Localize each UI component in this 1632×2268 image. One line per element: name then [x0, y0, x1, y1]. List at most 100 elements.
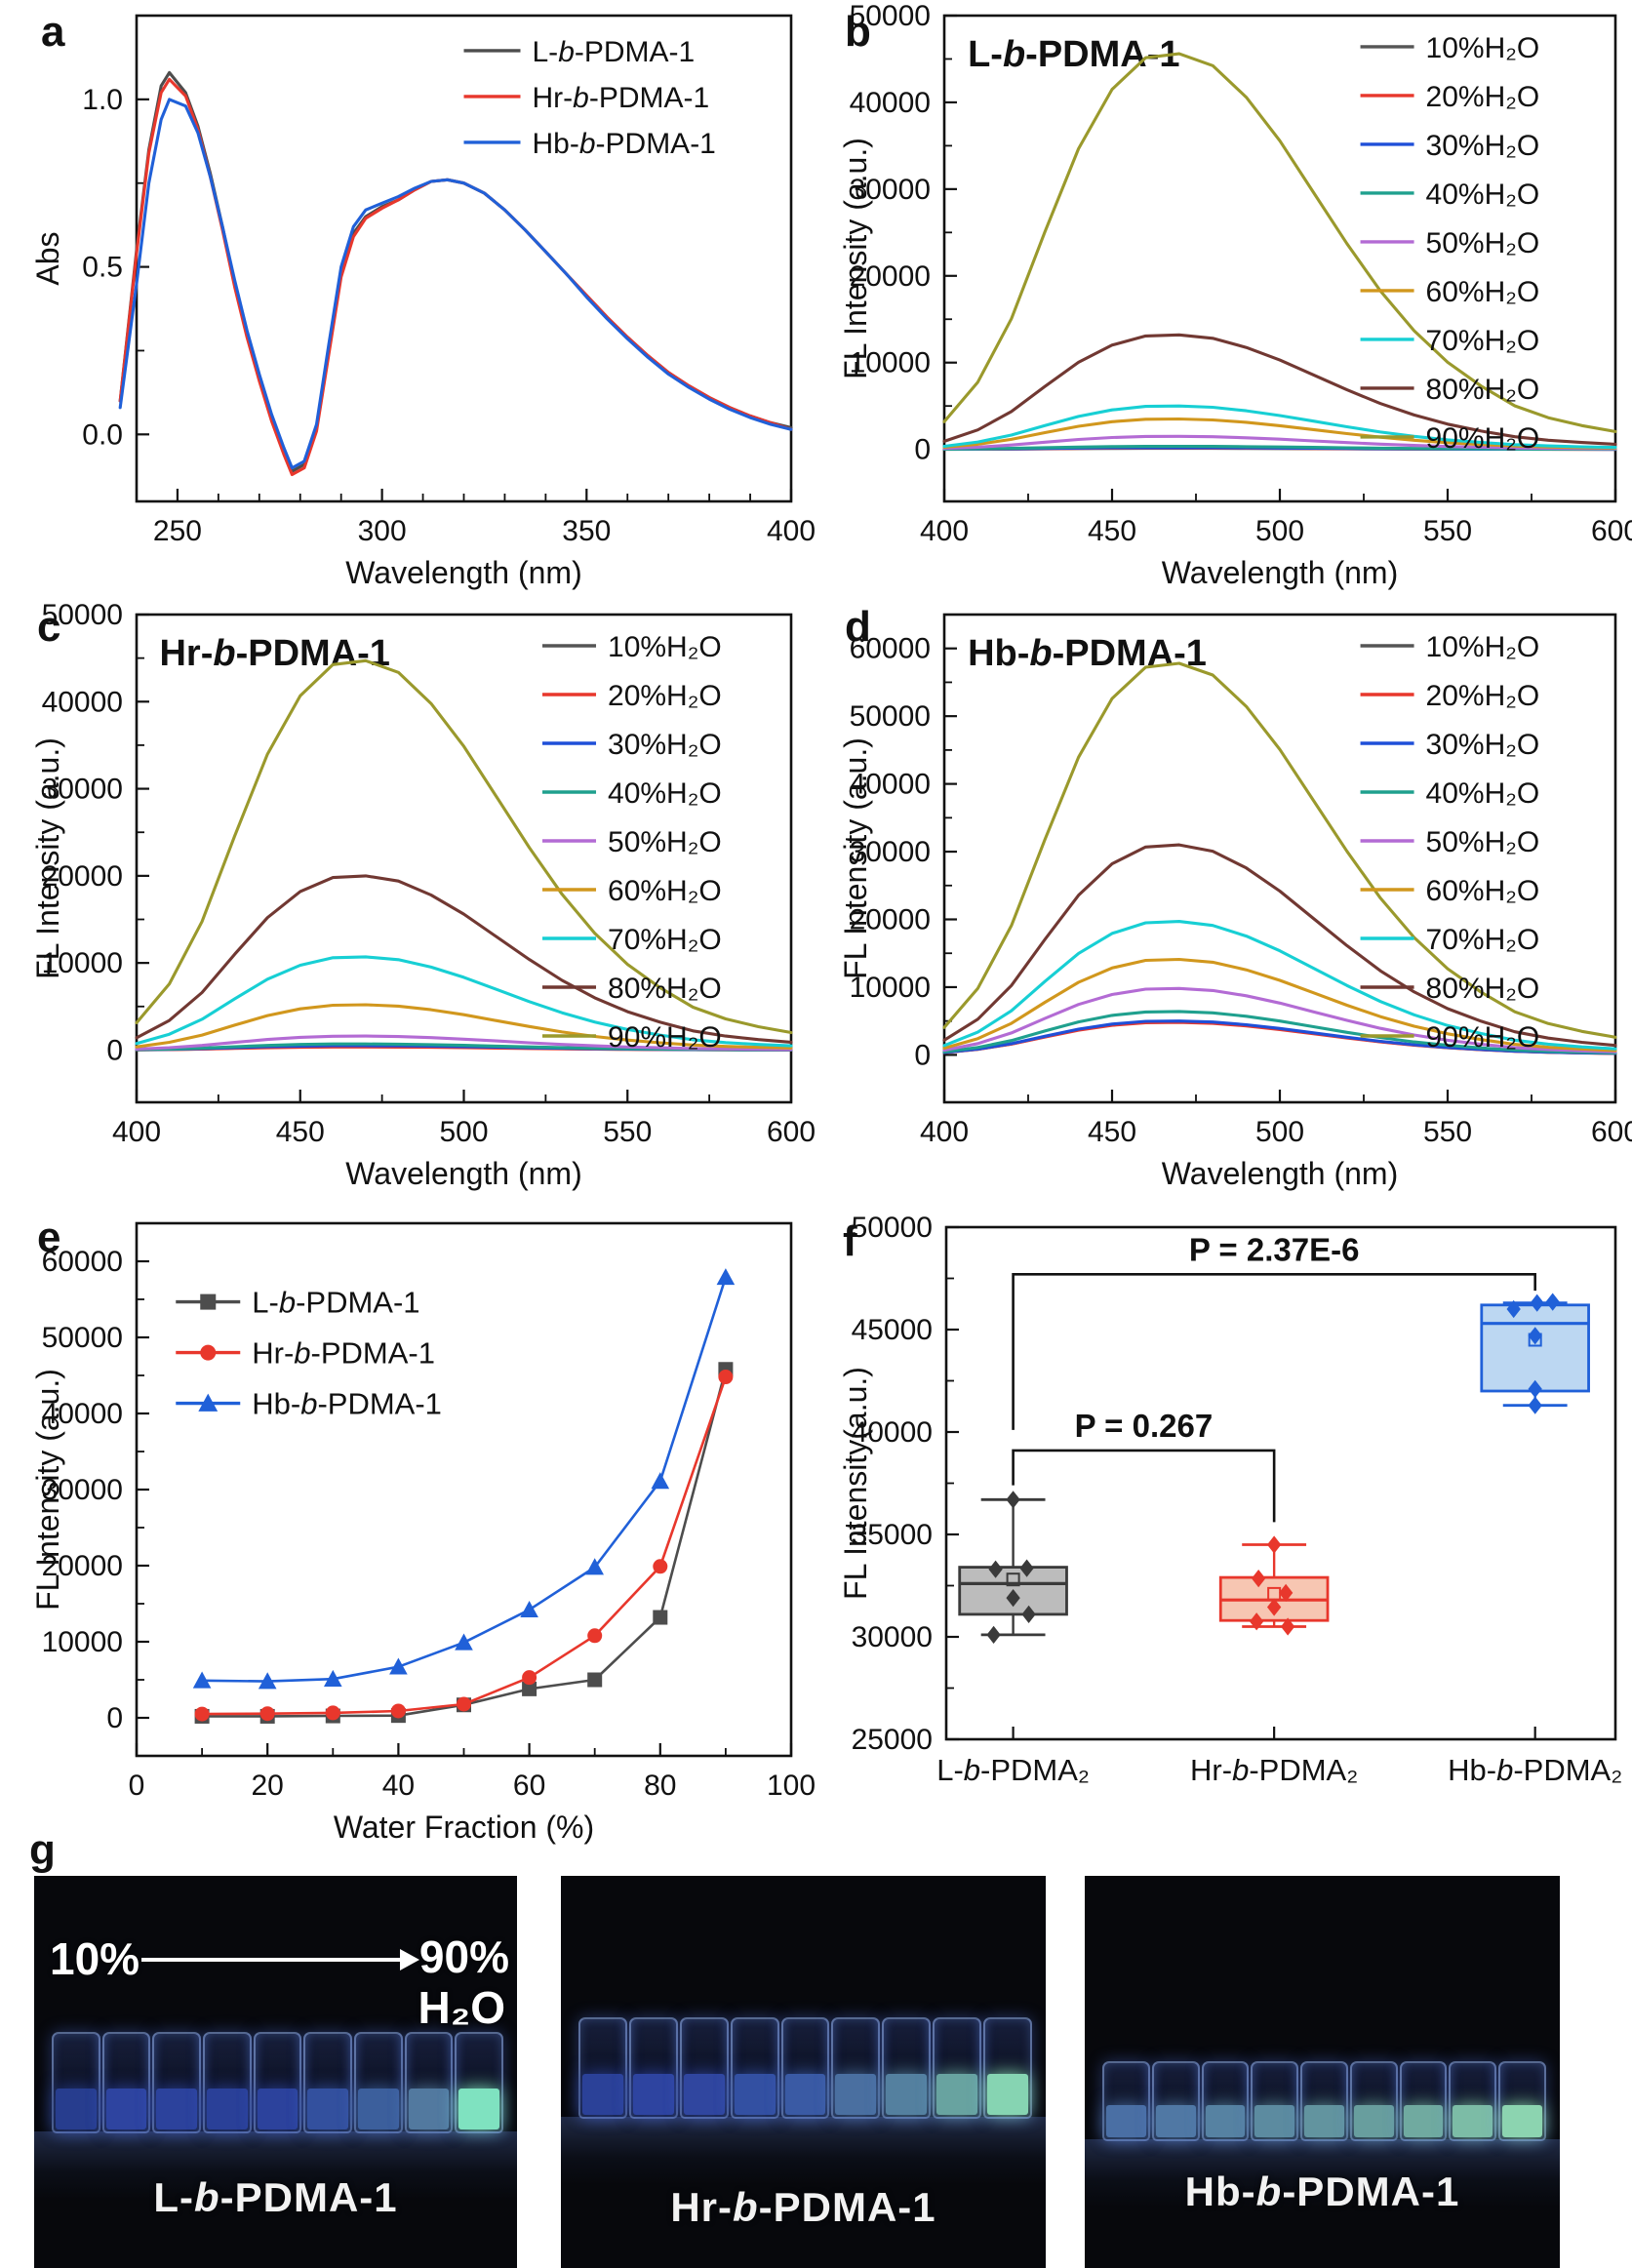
- sample-vial: [1201, 2061, 1250, 2141]
- y-tick-label: 10000: [42, 1626, 123, 1658]
- panel-letter-d: d: [845, 603, 871, 651]
- vial-liquid: [207, 2089, 248, 2129]
- y-tick-label: 25000: [852, 1724, 933, 1756]
- legend-label: 30%H₂O: [608, 729, 722, 761]
- chart-boxplot-fl-intensity: 25000 30000 35000 40000 45000 50000 FL Intensi…: [838, 1212, 1622, 1787]
- vial-liquid: [56, 2089, 97, 2129]
- y-tick-label: 10000: [850, 972, 931, 1004]
- y-tick-label: 40000: [852, 1416, 933, 1449]
- sample-vial: [1300, 2061, 1348, 2141]
- legend-label: 20%H₂O: [608, 680, 722, 712]
- y-tick-label: 1.0: [82, 84, 123, 116]
- legend-label: 10%H₂O: [1426, 32, 1540, 64]
- y-tick-label: 60000: [42, 1246, 123, 1278]
- y-tick-label: 40000: [42, 686, 123, 718]
- legend-label: 20%H₂O: [1426, 81, 1540, 113]
- chart-absorbance-spectra: 0.0 0.5 1.0 250 300 350 400 Wavelength (nm) Abs L…: [30, 14, 816, 590]
- sample-vial: [203, 2032, 252, 2133]
- chart-title: Hr-b-PDMA-1: [159, 633, 389, 674]
- legend-label: 10%H₂O: [608, 631, 722, 663]
- vial-liquid: [784, 2074, 826, 2115]
- y-tick-label: 20000: [42, 1550, 123, 1582]
- legend-label: L-b-PDMA-1: [252, 1286, 419, 1320]
- x-tick-label: 550: [603, 1116, 652, 1148]
- y-tick-label: 0.0: [82, 418, 123, 451]
- y-tick-label: 30000: [850, 836, 931, 868]
- gradient-arrow: [141, 1958, 402, 1962]
- vial-liquid: [1403, 2105, 1444, 2137]
- y-axis-label: Abs: [30, 231, 65, 285]
- sample-vial: [679, 2017, 729, 2119]
- y-tick-label: 30000: [42, 774, 123, 806]
- vial-reflection: [561, 2117, 1046, 2185]
- legend-label: 60%H₂O: [1426, 875, 1540, 907]
- y-tick-label: 20000: [850, 904, 931, 936]
- legend-label: 80%H₂O: [1426, 374, 1540, 406]
- legend-label: 70%H₂O: [1426, 325, 1540, 357]
- x-tick-label: 500: [1255, 515, 1304, 547]
- vial-liquid: [1254, 2105, 1295, 2137]
- panel-letter-f: f: [843, 1217, 857, 1265]
- sample-vial: [1349, 2061, 1398, 2141]
- sample-vial: [152, 2032, 201, 2133]
- panel-letter-a: a: [41, 8, 65, 56]
- vial-liquid: [734, 2074, 776, 2115]
- x-tick-label: 60: [513, 1770, 545, 1802]
- box-category-label: L-b-PDMA₂: [936, 1753, 1090, 1787]
- vial-liquid: [835, 2074, 877, 2115]
- uv-photo: Hr-b-PDMA-1: [561, 1876, 1046, 2268]
- panel-letter-b: b: [845, 8, 871, 56]
- legend-label: 90%H₂O: [1426, 422, 1540, 455]
- vial-liquid: [1353, 2105, 1394, 2137]
- y-tick-label: 30000: [850, 174, 931, 206]
- vial-liquid: [987, 2074, 1028, 2115]
- legend-label: 80%H₂O: [608, 973, 722, 1005]
- sample-vial: [303, 2032, 352, 2133]
- legend-label: Hb-b-PDMA-1: [533, 128, 716, 160]
- x-tick-label: 550: [1423, 1116, 1472, 1148]
- legend-label: 70%H₂O: [1426, 924, 1540, 956]
- sample-vial: [1449, 2061, 1497, 2141]
- photo-sample-label: Hb-b-PDMA-1: [1184, 2169, 1460, 2214]
- y-tick-label: 45000: [852, 1314, 933, 1346]
- chart-fl-vs-water-fraction: 0 10000 20000 30000 40000 50000 60000 0 20 40 60 80…: [30, 1221, 816, 1845]
- vial-liquid: [1106, 2105, 1146, 2137]
- x-tick-label: 600: [1591, 1116, 1632, 1148]
- x-tick-label: 250: [153, 515, 202, 547]
- legend-label: 50%H₂O: [608, 826, 722, 858]
- y-tick-label: 60000: [850, 633, 931, 665]
- vial-liquid: [582, 2074, 623, 2115]
- sample-vial: [983, 2017, 1032, 2119]
- x-tick-label: 20: [252, 1770, 284, 1802]
- sample-vial: [1102, 2061, 1150, 2141]
- x-tick-label: 400: [920, 515, 969, 547]
- panel-letter-c: c: [37, 603, 61, 651]
- legend-label: 40%H₂O: [608, 777, 722, 810]
- x-tick-label: 400: [767, 515, 816, 547]
- x-tick-label: 450: [1088, 515, 1136, 547]
- y-tick-label: 20000: [850, 260, 931, 293]
- sample-vial: [253, 2032, 302, 2133]
- chart-fl-spectra-hr-b-pdma-1: 0 10000 20000 30000 40000 50000 400 450 500 550 60…: [30, 599, 816, 1191]
- x-tick-label: 100: [767, 1770, 816, 1802]
- vial-liquid: [886, 2074, 928, 2115]
- y-tick-label: 50000: [42, 599, 123, 631]
- x-tick-label: 450: [1088, 1116, 1136, 1148]
- sample-vial: [354, 2032, 403, 2133]
- legend-label: 90%H₂O: [1426, 1021, 1540, 1054]
- sample-vial: [1151, 2061, 1200, 2141]
- y-tick-label: 40000: [850, 769, 931, 801]
- x-tick-label: 40: [382, 1770, 415, 1802]
- sample-vial: [780, 2017, 830, 2119]
- x-tick-label: 80: [644, 1770, 676, 1802]
- legend-label: 30%H₂O: [1426, 130, 1540, 162]
- legend-label: 10%H₂O: [1426, 631, 1540, 663]
- sample-vial: [455, 2032, 503, 2133]
- legend-label: 80%H₂O: [1426, 973, 1540, 1005]
- y-tick-label: 20000: [42, 860, 123, 893]
- legend-label: 70%H₂O: [608, 924, 722, 956]
- sample-vial: [933, 2017, 982, 2119]
- y-tick-label: 50000: [42, 1322, 123, 1354]
- y-tick-label: 40000: [42, 1398, 123, 1430]
